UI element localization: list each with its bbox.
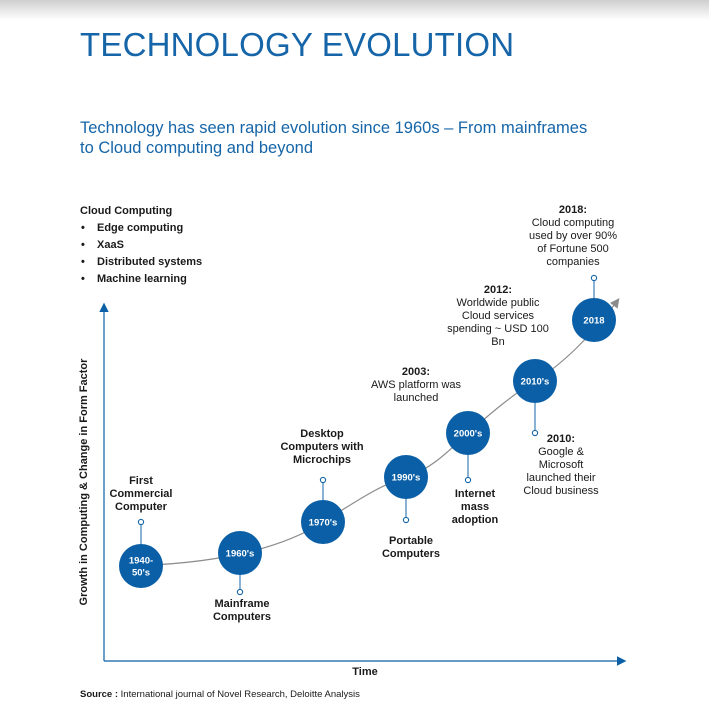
page-subtitle: Technology has seen rapid evolution sinc…	[80, 119, 588, 157]
cloud-item: Machine learning	[80, 273, 202, 290]
era-node: 1990's	[384, 455, 428, 499]
source-note: Source : International journal of Novel …	[80, 689, 360, 700]
cloud-computing-list: Cloud Computing Edge computing XaaS Dist…	[80, 205, 202, 290]
event-text: Mainframe Computers	[212, 598, 272, 623]
connector-dot	[319, 476, 327, 484]
connector-dot	[236, 588, 244, 596]
event-2018-fortune-500: 2018: Cloud computing used by over 90% o…	[516, 204, 630, 269]
event-desktop-computers: Desktop Computers with Microchips	[262, 428, 382, 467]
era-node-label: 1940-50's	[129, 556, 153, 579]
event-mainframe-computers: Mainframe Computers	[200, 598, 284, 624]
era-node-circle	[572, 298, 616, 342]
event-text: Cloud computing used by over 90% of Fort…	[528, 217, 618, 268]
era-node: 2010's	[513, 359, 557, 403]
era-node-circle	[119, 544, 163, 588]
y-axis-label: Growth in Computing & Change in Form Fac…	[78, 358, 90, 606]
cloud-item: XaaS	[80, 239, 202, 256]
cloud-item: Edge computing	[80, 222, 202, 239]
event-text: Desktop Computers with Microchips	[280, 428, 364, 466]
era-node-label: 1970's	[309, 518, 338, 529]
event-year: 2003:	[401, 366, 431, 378]
era-node-label: 1990's	[392, 473, 421, 484]
event-text: Google & Microsoft launched their Cloud …	[523, 446, 599, 497]
era-node-label: 2010's	[521, 377, 550, 388]
era-node: 1970's	[301, 500, 345, 544]
timeline-nodes: 1940-50's 1960's 1970's 1990's 2000's 2010's 2…	[119, 298, 616, 588]
era-node-circle	[513, 359, 557, 403]
connector-dot	[137, 518, 145, 526]
era-node-circle	[384, 455, 428, 499]
source-text: International journal of Novel Research,…	[120, 689, 360, 700]
connector-dot	[531, 429, 539, 437]
era-node: 2000's	[446, 411, 490, 455]
event-text: Worldwide public Cloud services spending…	[447, 297, 549, 348]
event-year: 2010:	[546, 433, 576, 445]
era-node-label: 2000's	[454, 429, 483, 440]
connector-dot	[402, 516, 410, 524]
era-node-circle	[218, 531, 262, 575]
source-label: Source :	[80, 689, 119, 700]
connector-dot	[464, 476, 472, 484]
era-node-label: 2018	[583, 316, 604, 327]
era-node: 1960's	[218, 531, 262, 575]
event-text: AWS platform was launched	[370, 379, 462, 404]
cloud-item: Distributed systems	[80, 256, 202, 273]
event-year: 2012:	[483, 284, 513, 296]
event-2012-spending: 2012: Worldwide public Cloud services sp…	[438, 284, 558, 349]
era-node: 1940-50's	[119, 544, 163, 588]
era-node-label: 1960's	[226, 549, 255, 560]
event-text: Portable Computers	[381, 535, 441, 560]
connector-dot	[590, 274, 598, 282]
page-title: TECHNOLOGY EVOLUTION	[80, 26, 515, 63]
event-2010-google-microsoft: 2010: Google & Microsoft launched their …	[512, 433, 610, 498]
cloud-computing-heading: Cloud Computing	[80, 205, 173, 217]
event-2003-aws: 2003: AWS platform was launched	[360, 366, 472, 405]
era-node-circle	[446, 411, 490, 455]
era-node: 2018	[572, 298, 616, 342]
event-portable-computers: Portable Computers	[372, 535, 450, 561]
top-shadow	[0, 0, 709, 20]
era-node-circle	[301, 500, 345, 544]
event-internet-mass-adoption: Internet mass adoption	[440, 488, 510, 527]
event-text: Internet mass adoption	[451, 488, 499, 526]
event-text: First Commercial Computer	[109, 475, 173, 513]
x-axis-label: Time	[352, 666, 378, 678]
event-year: 2018:	[558, 204, 588, 216]
event-first-commercial-computer: First Commercial Computer	[100, 475, 182, 514]
